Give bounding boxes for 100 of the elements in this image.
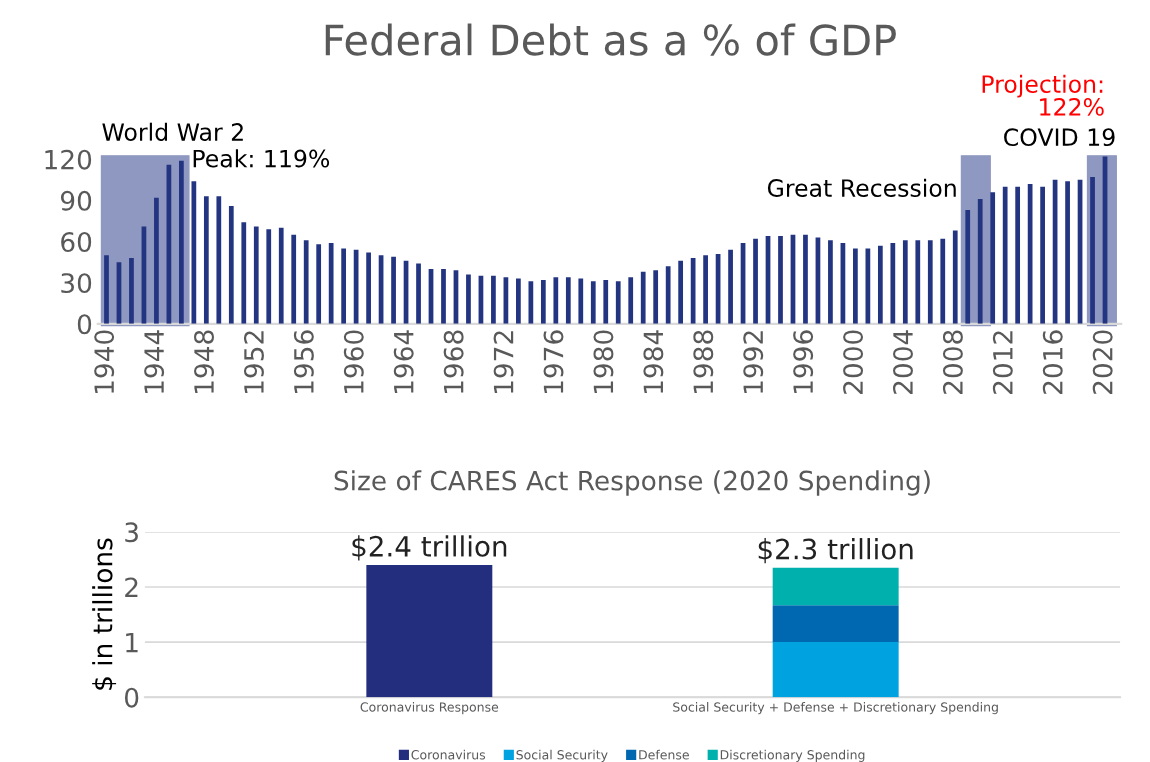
y-tick-label: 3 [125,522,138,543]
x-tick-label: 1956 [293,330,314,393]
bar [528,281,534,324]
bar [778,236,783,324]
bar [703,255,708,324]
x-tick-label: 1964 [393,330,414,393]
bar [902,240,908,324]
band-label: COVID 19 [1004,128,1115,147]
x-tick-label: 1952 [243,331,264,393]
bar [241,222,247,324]
y-tick-label: 0 [77,314,92,335]
bar [154,197,159,324]
bar [441,268,446,324]
legend-label: Social Security [516,749,608,762]
x-tick-label: Coronavirus Response [360,702,499,715]
x-tick-label: 2004 [893,330,913,394]
x-tick-label: 2020 [1092,330,1113,394]
bar [927,240,933,324]
bar [990,192,996,324]
y-tick-label: 90 [60,190,92,211]
y-tick-label: 2 [125,577,138,598]
y-axis-title: $ in trillions [92,538,117,690]
x-tick-label: 1944 [144,330,165,393]
bar [828,240,833,324]
bar [416,263,421,324]
bar [228,205,234,324]
x-tick-label: 1940 [94,330,115,393]
y-tick-label: 0 [124,687,139,708]
bar [491,275,496,324]
bar [803,234,808,324]
bar [203,196,209,324]
bar [640,271,646,324]
bar [753,238,758,324]
bar [1040,186,1045,324]
total-label: $2.3 trillion [758,538,913,564]
bar [216,196,222,324]
bar [291,234,297,324]
x-tick-label: Social Security + Defense + Discretionary Spending [673,702,998,715]
x-tick-label: 2016 [1042,330,1063,394]
x-tick-label: 1976 [543,330,564,393]
bar [466,274,471,324]
bar [865,248,871,324]
bar [940,238,946,324]
x-tick-label: 2012 [992,331,1013,394]
y-tick-label: 60 [61,231,92,252]
band-label: World War 2 [102,122,243,141]
x-tick-label: 1948 [194,330,214,393]
x-tick-label: 1960 [343,330,364,393]
bar [952,230,958,324]
legend-label: Defense [639,749,689,760]
bar [179,160,184,324]
legend-label: Coronavirus [411,749,486,760]
bar [366,252,371,324]
bar [590,281,596,324]
y-tick-label: 30 [61,273,92,294]
x-tick-label: 2008 [942,330,963,394]
bar [578,278,584,324]
x-tick-label: 1984 [643,330,664,393]
bar [253,226,259,324]
bar [977,199,983,324]
bar [653,270,659,324]
x-tick-label: 1980 [593,330,614,393]
y-tick-label: 1 [126,632,138,653]
bar [965,210,971,324]
bar [628,277,634,324]
annotation: Projection: 122% [982,74,1104,116]
band-label: Great Recession [767,178,956,197]
bar [191,181,197,324]
bar [553,277,559,324]
x-tick-label: 1992 [743,331,764,393]
bar [915,240,921,324]
bar [129,258,134,324]
legend-label: Discretionary Spending [720,749,865,762]
bar [391,256,396,324]
bar [1065,181,1070,324]
x-tick-label: 1988 [693,330,714,393]
bar [603,279,609,324]
bar [1090,177,1095,324]
y-tick-label: 120 [45,149,92,170]
bar [665,266,671,324]
x-tick-label: 1968 [443,330,464,393]
bar [877,245,883,324]
bar [1015,186,1021,324]
bar [1002,186,1008,324]
x-tick-label: 2000 [843,330,864,394]
chart-title: Federal Debt as a % of GDP [325,23,896,56]
bar [853,248,858,324]
bar [890,242,896,324]
total-label: $2.4 trillion [352,535,507,561]
bar [266,229,272,324]
chart-title: Size of CARES Act Response (2020 Spending) [334,470,930,496]
bar [278,227,284,324]
annotation: Peak: 119% [193,149,330,168]
bar [1027,183,1033,324]
bar [341,248,347,324]
bar [728,249,733,324]
bar [316,244,322,324]
bar [104,255,109,324]
x-tick-label: 1996 [793,330,814,393]
bar [565,277,571,324]
